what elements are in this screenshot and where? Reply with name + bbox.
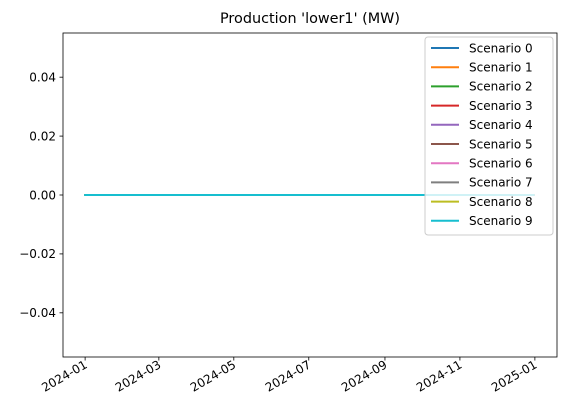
legend-label-0: Scenario 0 xyxy=(469,41,533,55)
legend-label-2: Scenario 2 xyxy=(469,80,533,94)
y-tick-label: 0.04 xyxy=(29,70,56,84)
y-tick-label: −0.02 xyxy=(19,247,56,261)
y-tick-label: 0.02 xyxy=(29,129,56,143)
legend-label-4: Scenario 4 xyxy=(469,118,533,132)
axes-frame xyxy=(62,32,558,358)
legend-label-8: Scenario 8 xyxy=(469,195,533,209)
legend-label-1: Scenario 1 xyxy=(469,61,533,75)
legend-label-7: Scenario 7 xyxy=(469,176,533,190)
legend-label-9: Scenario 9 xyxy=(469,214,533,228)
legend-label-5: Scenario 5 xyxy=(469,137,533,151)
y-tick-label: 0.00 xyxy=(29,188,56,202)
legend-label-6: Scenario 6 xyxy=(469,157,533,171)
chart-title: Production 'lower1' (MW) xyxy=(220,11,400,27)
y-tick-label: −0.04 xyxy=(19,306,56,320)
legend-label-3: Scenario 3 xyxy=(469,99,533,113)
legend: Scenario 0 Scenario 1 Scenario 2 Scenario 3… xyxy=(424,36,554,236)
